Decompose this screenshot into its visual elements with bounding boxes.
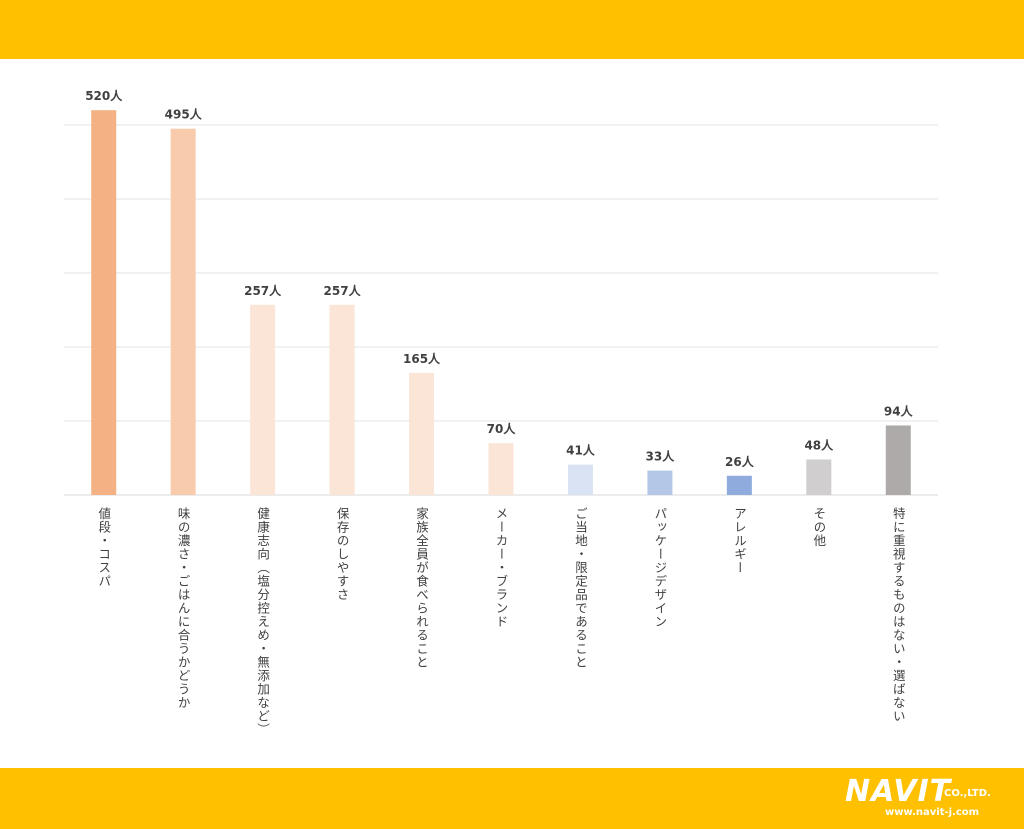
bar-value-label: 520人 — [85, 88, 123, 103]
logo-url: www.navit-j.com — [885, 807, 980, 818]
bar-value-label: 94人 — [884, 403, 914, 418]
category-label: 家族全員が食べられること — [414, 506, 429, 669]
category-label: 特に重視するものはない・選ばない — [891, 506, 906, 723]
category-label: その他 — [811, 507, 826, 548]
bar-value-label: 70人 — [487, 421, 517, 436]
bar-value-label: 33人 — [646, 449, 676, 464]
bar — [170, 128, 196, 495]
bar-value-label: 257人 — [324, 283, 362, 298]
category-label: 味の濃さ・ごはんに合うかどうか — [176, 507, 191, 710]
bar — [329, 304, 355, 495]
bar — [409, 372, 435, 495]
category-label: 保存のしやすさ — [335, 507, 350, 602]
category-label: ご当地・限定品であること — [573, 507, 588, 669]
bar-value-label: 48人 — [804, 437, 834, 452]
bar — [567, 464, 593, 495]
bar — [726, 475, 752, 495]
bar-value-label: 26人 — [725, 454, 755, 469]
category-label: 健康志向（塩分控えめ・無添加など） — [255, 507, 270, 737]
bar — [488, 443, 514, 495]
bar — [885, 425, 911, 495]
logo-mark: NAVIT — [845, 774, 952, 809]
bar-value-label: 495人 — [165, 107, 203, 122]
logo-suffix: CO.,LTD. — [944, 788, 991, 799]
category-label: アレルギー — [732, 507, 747, 575]
navit-logo: NAVIT CO.,LTD. www.navit-j.com — [845, 774, 1017, 824]
bar-value-label: 41人 — [566, 443, 596, 458]
category-label: パッケージデザイン — [652, 507, 667, 629]
bar — [250, 304, 276, 495]
category-label: 値段・コスパ — [96, 506, 111, 588]
bar — [647, 470, 673, 495]
bar-value-label: 257人 — [244, 283, 282, 298]
bottom-banner — [0, 768, 1024, 829]
top-banner — [0, 0, 1024, 59]
bar-value-label: 165人 — [403, 351, 441, 366]
bar — [91, 110, 117, 495]
category-label: メーカー・ブランド — [494, 507, 509, 629]
bar — [806, 459, 832, 495]
